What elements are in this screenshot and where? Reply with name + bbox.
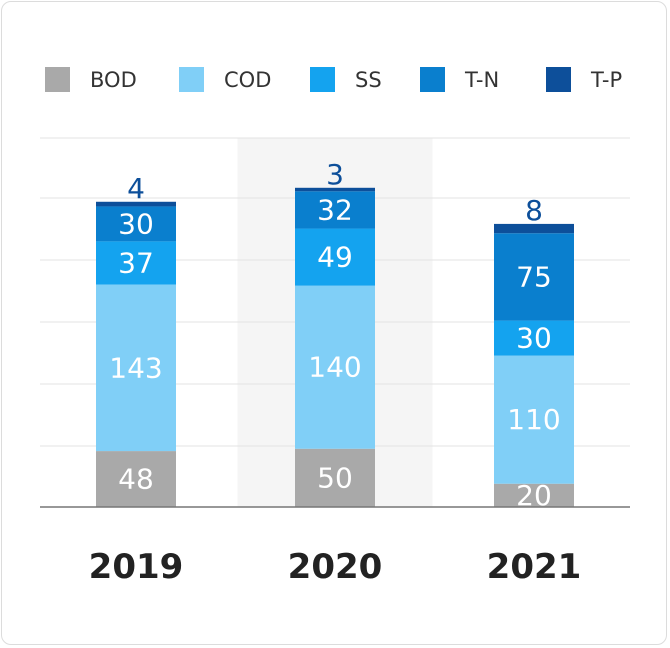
x-tick-label-2020: 2020 (288, 547, 383, 587)
legend-label: T-P (590, 68, 622, 92)
bar-2021-bod (494, 483, 574, 507)
legend-label: T-N (464, 68, 499, 92)
bar-2019-t-p (96, 201, 176, 207)
bar-2021-ss (494, 320, 574, 356)
bar-2020-ss (295, 228, 375, 286)
legend-label: COD (224, 68, 271, 92)
bar-2019-bod (96, 451, 176, 507)
legend-label: SS (355, 68, 382, 92)
legend-item-t-p: T-P (546, 67, 622, 92)
data-label-2021-cod: 110 (507, 403, 560, 436)
x-tick-label-2021: 2021 (487, 547, 582, 587)
data-label-2019-t-n: 30 (118, 207, 154, 240)
bar-2019-ss (96, 241, 176, 285)
data-label-2020-bod: 50 (317, 461, 353, 494)
x-tick-label-2019: 2019 (89, 547, 184, 587)
legend-swatch (179, 67, 204, 92)
bar-2020-t-p (295, 187, 375, 192)
legend-item-cod: COD (179, 67, 271, 92)
data-label-2019-ss: 37 (118, 246, 154, 279)
bar-2020-cod (295, 285, 375, 449)
legend-item-t-n: T-N (420, 67, 499, 92)
bar-2020-t-n (295, 191, 375, 229)
bar-2019-t-n (96, 206, 176, 242)
data-label-2020-cod: 140 (308, 351, 361, 384)
legend-swatch (45, 67, 70, 92)
data-label-2021-t-n: 75 (516, 260, 552, 293)
legend-label: BOD (90, 68, 137, 92)
data-label-2019-t-p: 4 (127, 172, 145, 205)
legend-swatch (310, 67, 335, 92)
bar-2019-cod (96, 284, 176, 452)
data-label-2020-t-n: 32 (317, 193, 353, 226)
data-label-2020-t-p: 3 (326, 158, 344, 191)
data-label-2020-ss: 49 (317, 241, 353, 274)
legend-swatch (546, 67, 571, 92)
data-label-2021-t-p: 8 (525, 194, 543, 227)
legend-item-bod: BOD (45, 67, 137, 92)
data-label-2019-bod: 48 (118, 463, 154, 496)
bar-2021-t-n (494, 233, 574, 321)
legend-item-ss: SS (310, 67, 382, 92)
legend-swatch (420, 67, 445, 92)
data-label-2021-ss: 30 (516, 322, 552, 355)
data-label-2019-cod: 143 (109, 351, 162, 384)
bar-2021-cod (494, 355, 574, 484)
bar-2021-t-p (494, 223, 574, 234)
bar-2020-bod (295, 448, 375, 507)
